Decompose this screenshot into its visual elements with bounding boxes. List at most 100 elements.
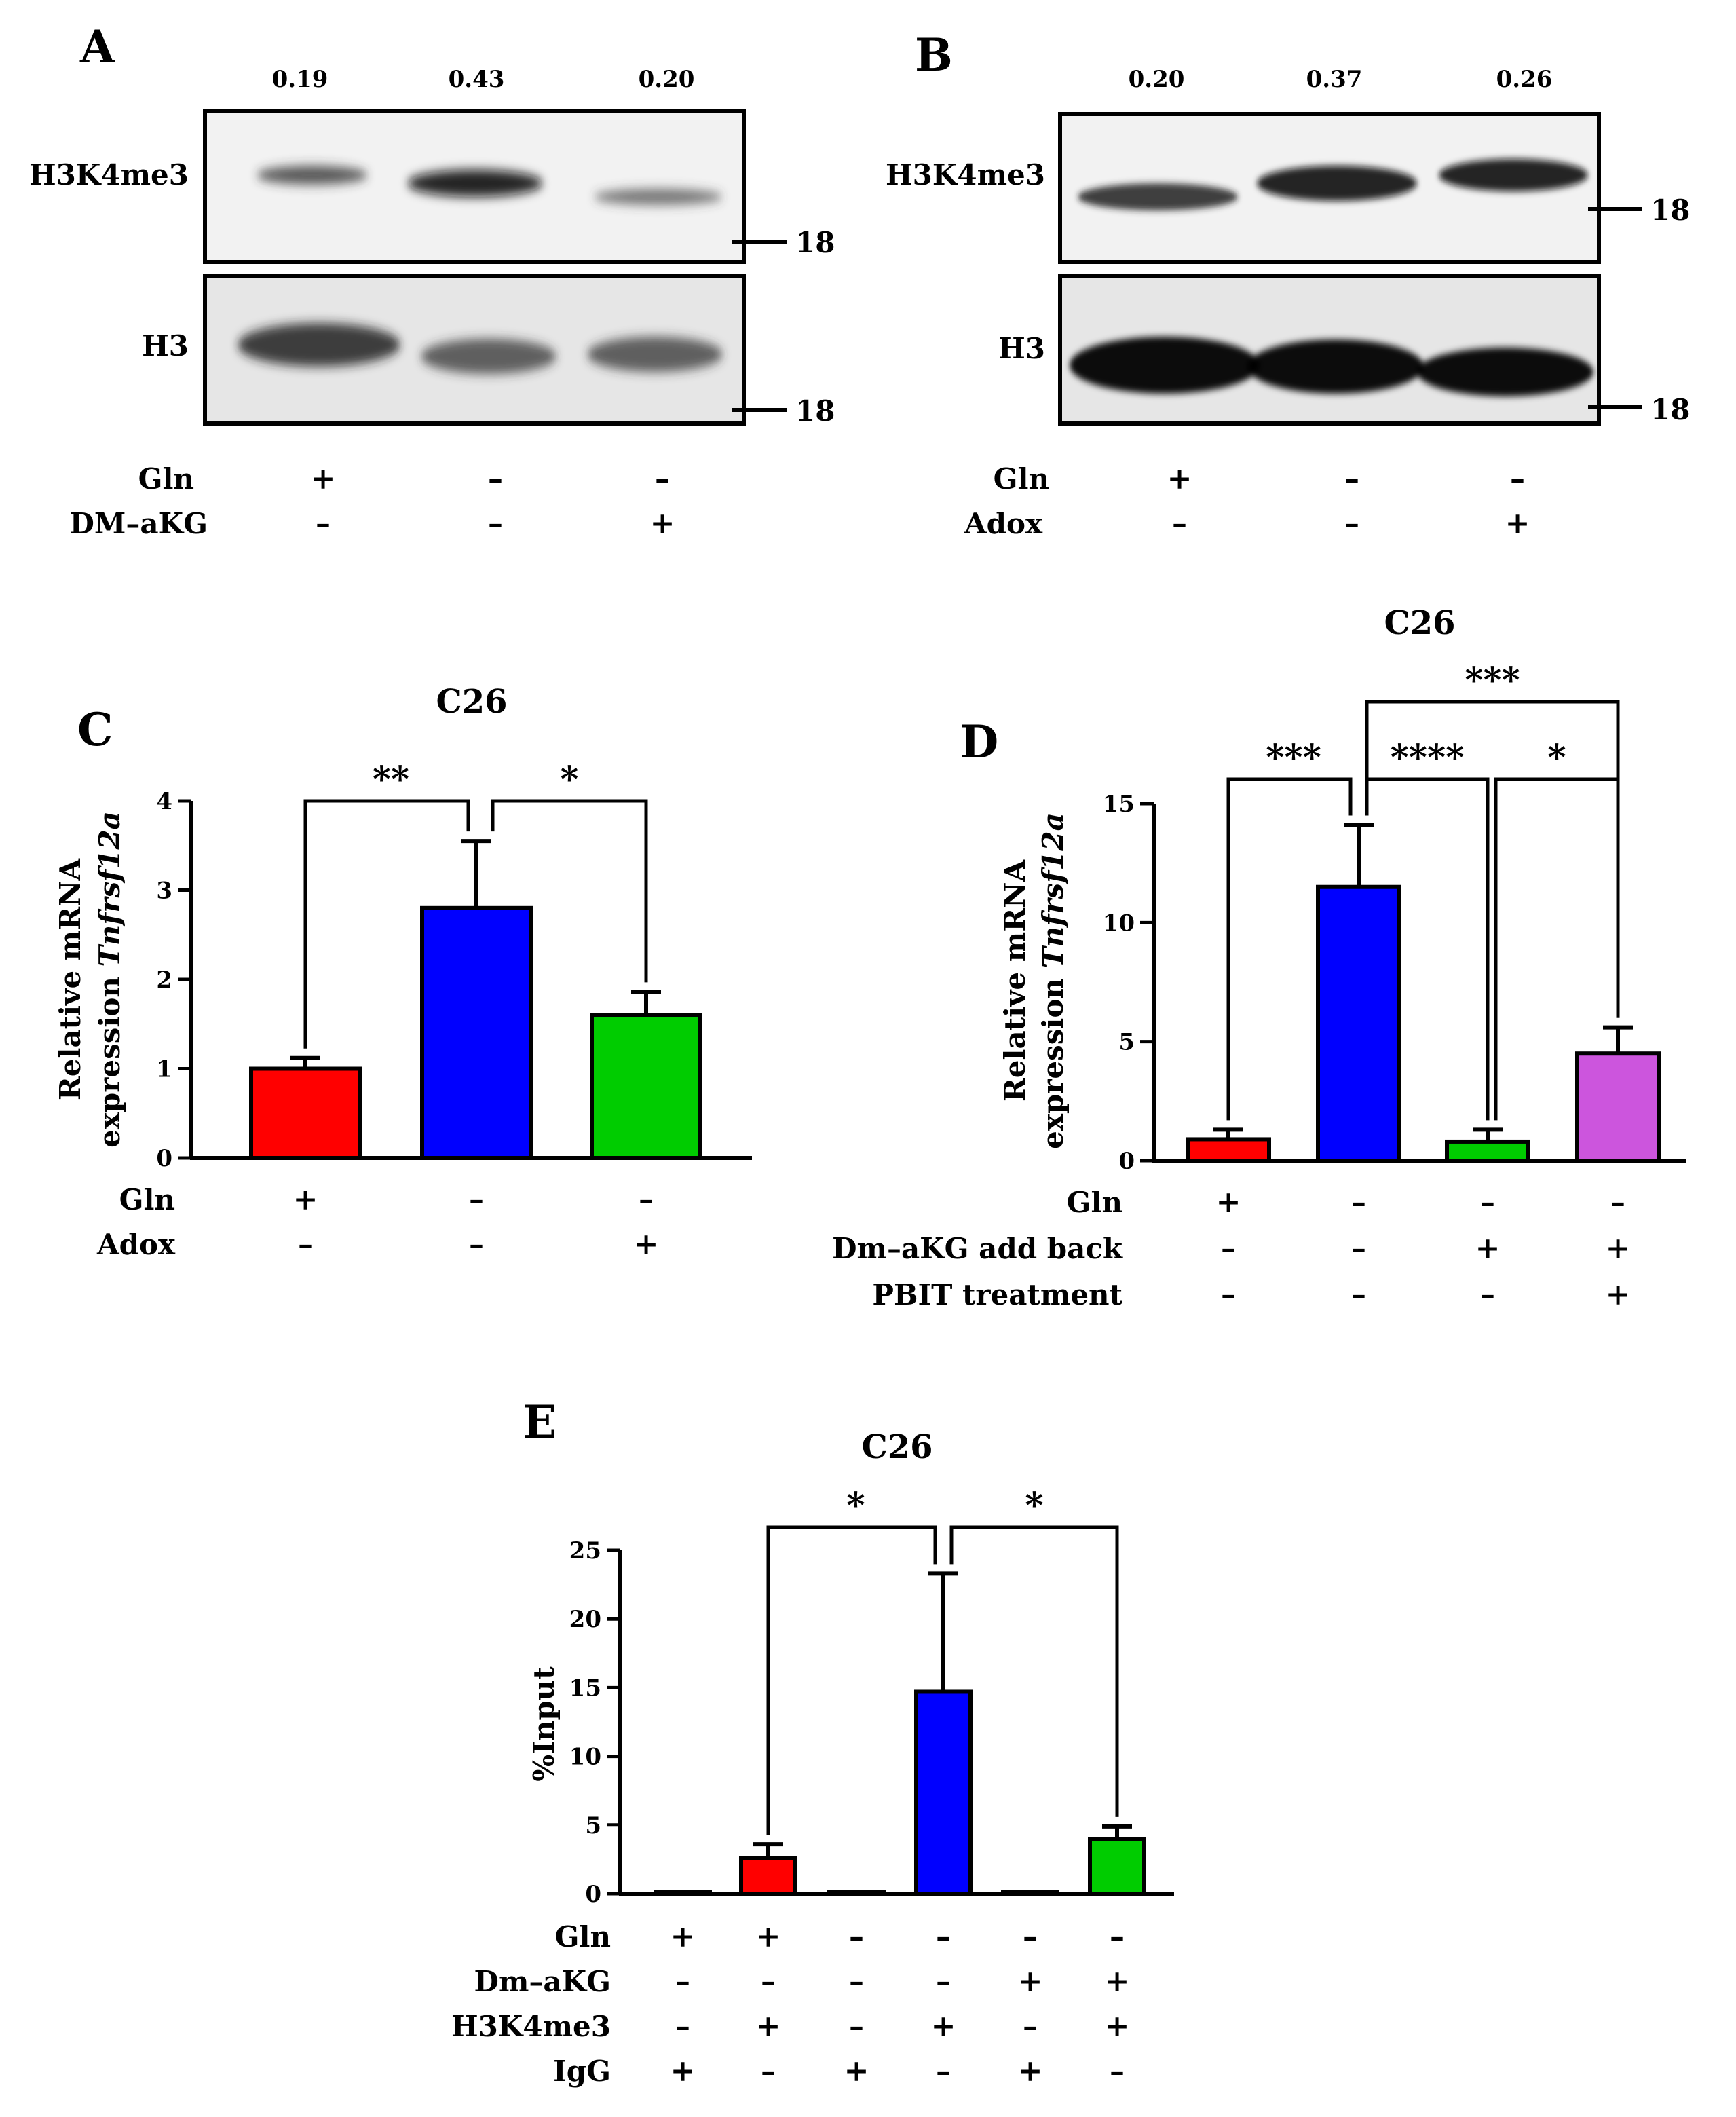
condition-sign: – — [1510, 462, 1525, 496]
condition-sign: + — [1105, 1964, 1130, 1999]
chart-e-percent-input: C26 0 5 10 15 20 25 %Input * * Gln + + – – – – Dm–aKG – – – –… — [451, 1428, 1174, 2088]
condition-sign: – — [1351, 1231, 1366, 1266]
significance-bracket — [491, 799, 648, 983]
marker-label: 18 — [795, 226, 835, 259]
condition-label: Gln — [138, 462, 194, 495]
condition-sign: + — [1216, 1185, 1241, 1220]
bar — [914, 1689, 973, 1896]
condition-sign: + — [1606, 1231, 1631, 1266]
chart-d-tnfrsf12a-expression: C26 0 5 10 15 Relative mRNA expression Tnfrsf1… — [832, 604, 1686, 1312]
y-tick-label: 5 — [585, 1812, 601, 1839]
condition-sign: + — [844, 2054, 869, 2088]
condition-sign: + — [1606, 1277, 1631, 1312]
bar — [1445, 1139, 1530, 1163]
condition-sign: – — [675, 1964, 690, 1999]
condition-sign: + — [634, 1227, 659, 1262]
band-value-2: 0.37 — [1306, 66, 1363, 93]
band — [421, 339, 556, 374]
bar — [1088, 1837, 1146, 1896]
condition-label: H3K4me3 — [451, 2010, 611, 2043]
condition-sign: + — [1105, 2009, 1130, 2044]
significance-label: * — [1025, 1485, 1043, 1526]
bar — [654, 1890, 712, 1896]
condition-sign: + — [1505, 506, 1530, 541]
y-tick-label: 5 — [1118, 1029, 1135, 1056]
condition-sign: – — [469, 1227, 484, 1262]
condition-sign: + — [1018, 2054, 1043, 2088]
row-label-h3k4me3: H3K4me3 — [886, 158, 1045, 191]
condition-sign: + — [1475, 1231, 1501, 1266]
y-tick-label: 20 — [569, 1606, 601, 1633]
condition-sign: – — [298, 1227, 313, 1262]
condition-sign: – — [1344, 506, 1359, 541]
y-tick-label: 0 — [156, 1145, 172, 1172]
bar — [420, 905, 533, 1161]
condition-sign: – — [316, 506, 331, 541]
panel-letter-c: C — [77, 703, 113, 756]
band — [1257, 166, 1417, 201]
y-axis-label: %Input — [527, 1666, 561, 1782]
condition-sign: – — [655, 462, 670, 496]
y-axis-label-prefix: expression — [1036, 968, 1070, 1148]
y-axis-label-line1: Relative mRNA — [998, 859, 1032, 1102]
condition-label: Dm–aKG — [474, 1965, 611, 1998]
blot-h3-bands — [238, 323, 723, 374]
condition-sign: – — [675, 2009, 690, 2044]
blot-h3k4me3-bands — [1078, 159, 1588, 210]
band-value-2: 0.43 — [449, 66, 505, 93]
panel-letter-a: A — [79, 20, 115, 73]
panel-letter-b: B — [915, 29, 953, 81]
y-tick-label: 10 — [569, 1744, 601, 1771]
condition-sign: + — [931, 2009, 956, 2044]
significance-label: **** — [1391, 737, 1465, 779]
significance-bracket — [303, 799, 470, 1049]
condition-sign: – — [1221, 1277, 1236, 1312]
condition-sign: – — [849, 2009, 864, 2044]
condition-label: Gln — [119, 1183, 175, 1216]
condition-sign: – — [1023, 1919, 1038, 1954]
bar — [1186, 1137, 1271, 1163]
band — [1439, 159, 1588, 191]
chart-title: C26 — [436, 683, 508, 721]
condition-sign: + — [756, 2009, 781, 2044]
condition-sign: + — [671, 1919, 696, 1954]
y-tick-label: 25 — [569, 1537, 601, 1565]
bar — [739, 1856, 797, 1896]
significance-bracket — [1226, 777, 1353, 1121]
y-tick-label: 0 — [1118, 1148, 1135, 1175]
y-tick-label: 0 — [585, 1881, 601, 1908]
band — [1247, 339, 1424, 394]
condition-sign: – — [761, 2054, 776, 2088]
condition-sign: – — [469, 1182, 484, 1217]
significance-label: *** — [1465, 660, 1520, 701]
condition-sign: + — [311, 462, 336, 496]
blot-h3k4me3-bands — [257, 166, 723, 205]
significance-label: *** — [1266, 737, 1321, 779]
chart-title: C26 — [1384, 604, 1456, 642]
significance-bracket — [949, 1525, 1119, 1817]
chart-c-tnfrsf12a-expression: C26 0 1 2 3 4 Relative mRNA expression Tnfrsf12… — [54, 683, 752, 1262]
band — [1078, 183, 1238, 210]
y-tick-label: 4 — [156, 788, 172, 815]
condition-sign: – — [488, 462, 503, 496]
condition-sign: – — [849, 1919, 864, 1954]
row-label-h3: H3 — [142, 329, 189, 362]
condition-label: Adox — [964, 507, 1043, 540]
condition-sign: + — [756, 1919, 781, 1954]
panel-b-western-blot: B 0.20 0.37 0.26 H3K4me3 18 H3 18 Gln + … — [886, 29, 1690, 541]
condition-sign: – — [1221, 1231, 1236, 1266]
condition-sign: – — [761, 1964, 776, 1999]
significance-label: ** — [373, 759, 409, 800]
condition-label: PBIT treatment — [872, 1278, 1122, 1311]
y-tick-label: 15 — [569, 1674, 601, 1702]
condition-sign: + — [293, 1182, 318, 1217]
condition-label: Dm–aKG add back — [832, 1232, 1123, 1265]
significance-label: * — [846, 1485, 865, 1526]
condition-sign: – — [1351, 1277, 1366, 1312]
band — [587, 337, 723, 372]
y-tick-label: 10 — [1103, 910, 1135, 937]
marker-label: 18 — [1650, 193, 1690, 227]
bar — [1001, 1890, 1059, 1896]
condition-sign: + — [1167, 462, 1192, 496]
